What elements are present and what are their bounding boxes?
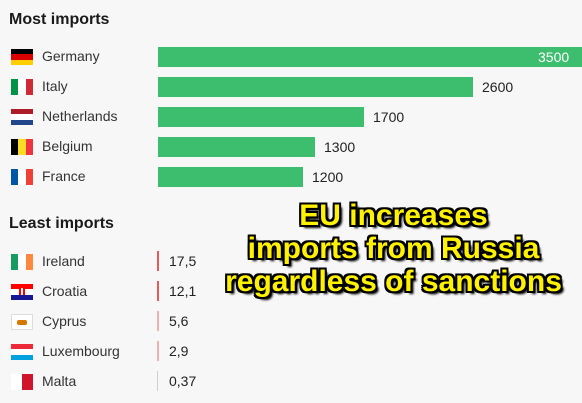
bar-malta [157, 371, 158, 391]
bar-germany [158, 47, 582, 67]
flag-malta-icon [11, 374, 33, 390]
bar-row-luxembourg: Luxembourg 2,9 [0, 0, 582, 361]
flag-ireland-icon [11, 254, 33, 270]
country-label: Malta [42, 373, 77, 389]
country-label: Luxembourg [42, 343, 120, 359]
headline-overlay: EU increases imports from Russia regardl… [205, 199, 582, 298]
bar-row-croatia: Croatia 12,1 [0, 0, 582, 301]
bar-cyprus [157, 311, 159, 331]
value-label: 12,1 [169, 283, 197, 299]
flag-france-icon [11, 169, 33, 185]
value-label: 2600 [482, 79, 514, 95]
bar-row-france: France 1200 [0, 0, 582, 187]
bar-france [158, 167, 303, 187]
bar-row-cyprus: Cyprus 5,6 [0, 0, 582, 331]
least-imports-title: Least imports [9, 215, 114, 232]
bar-belgium [158, 137, 315, 157]
bar-row-malta: Malta 0,37 [0, 0, 582, 391]
flag-belgium-icon [11, 139, 33, 155]
value-label: 3500 [538, 49, 570, 65]
country-label: Belgium [42, 138, 93, 154]
flag-netherlands-icon [11, 109, 33, 125]
country-label: France [42, 168, 86, 184]
value-label: 1200 [312, 169, 344, 185]
bar-row-netherlands: Netherlands 1700 [0, 0, 582, 127]
headline-line-1: EU increases [299, 199, 488, 232]
country-label: Italy [42, 78, 68, 94]
country-label: Netherlands [42, 108, 118, 124]
value-label: 2,9 [169, 343, 189, 359]
bar-row-germany: Germany 3500 [0, 0, 582, 67]
value-label: 1700 [373, 109, 405, 125]
value-label: 1300 [324, 139, 356, 155]
bar-row-italy: Italy 2600 [0, 0, 582, 97]
flag-cyprus-icon [11, 314, 33, 330]
value-label: 0,37 [169, 373, 197, 389]
value-label: 17,5 [169, 253, 197, 269]
flag-germany-icon [11, 49, 33, 65]
headline-line-2: imports from Russia [247, 232, 540, 265]
bar-row-belgium: Belgium 1300 [0, 0, 582, 157]
country-label: Ireland [42, 253, 85, 269]
bar-netherlands [158, 107, 364, 127]
bar-row-ireland: Ireland 17,5 [0, 0, 582, 271]
bar-italy [158, 77, 473, 97]
country-label: Cyprus [42, 313, 87, 329]
flag-luxembourg-icon [11, 344, 33, 360]
flag-italy-icon [11, 79, 33, 95]
bar-ireland [157, 251, 159, 271]
bar-luxembourg [157, 341, 159, 361]
bar-croatia [157, 281, 159, 301]
country-label: Croatia [42, 283, 88, 299]
country-label: Germany [42, 48, 100, 64]
flag-croatia-icon [11, 284, 33, 300]
headline-line-3: regardless of sanctions [225, 265, 562, 298]
most-imports-title: Most imports [9, 11, 110, 28]
value-label: 5,6 [169, 313, 189, 329]
